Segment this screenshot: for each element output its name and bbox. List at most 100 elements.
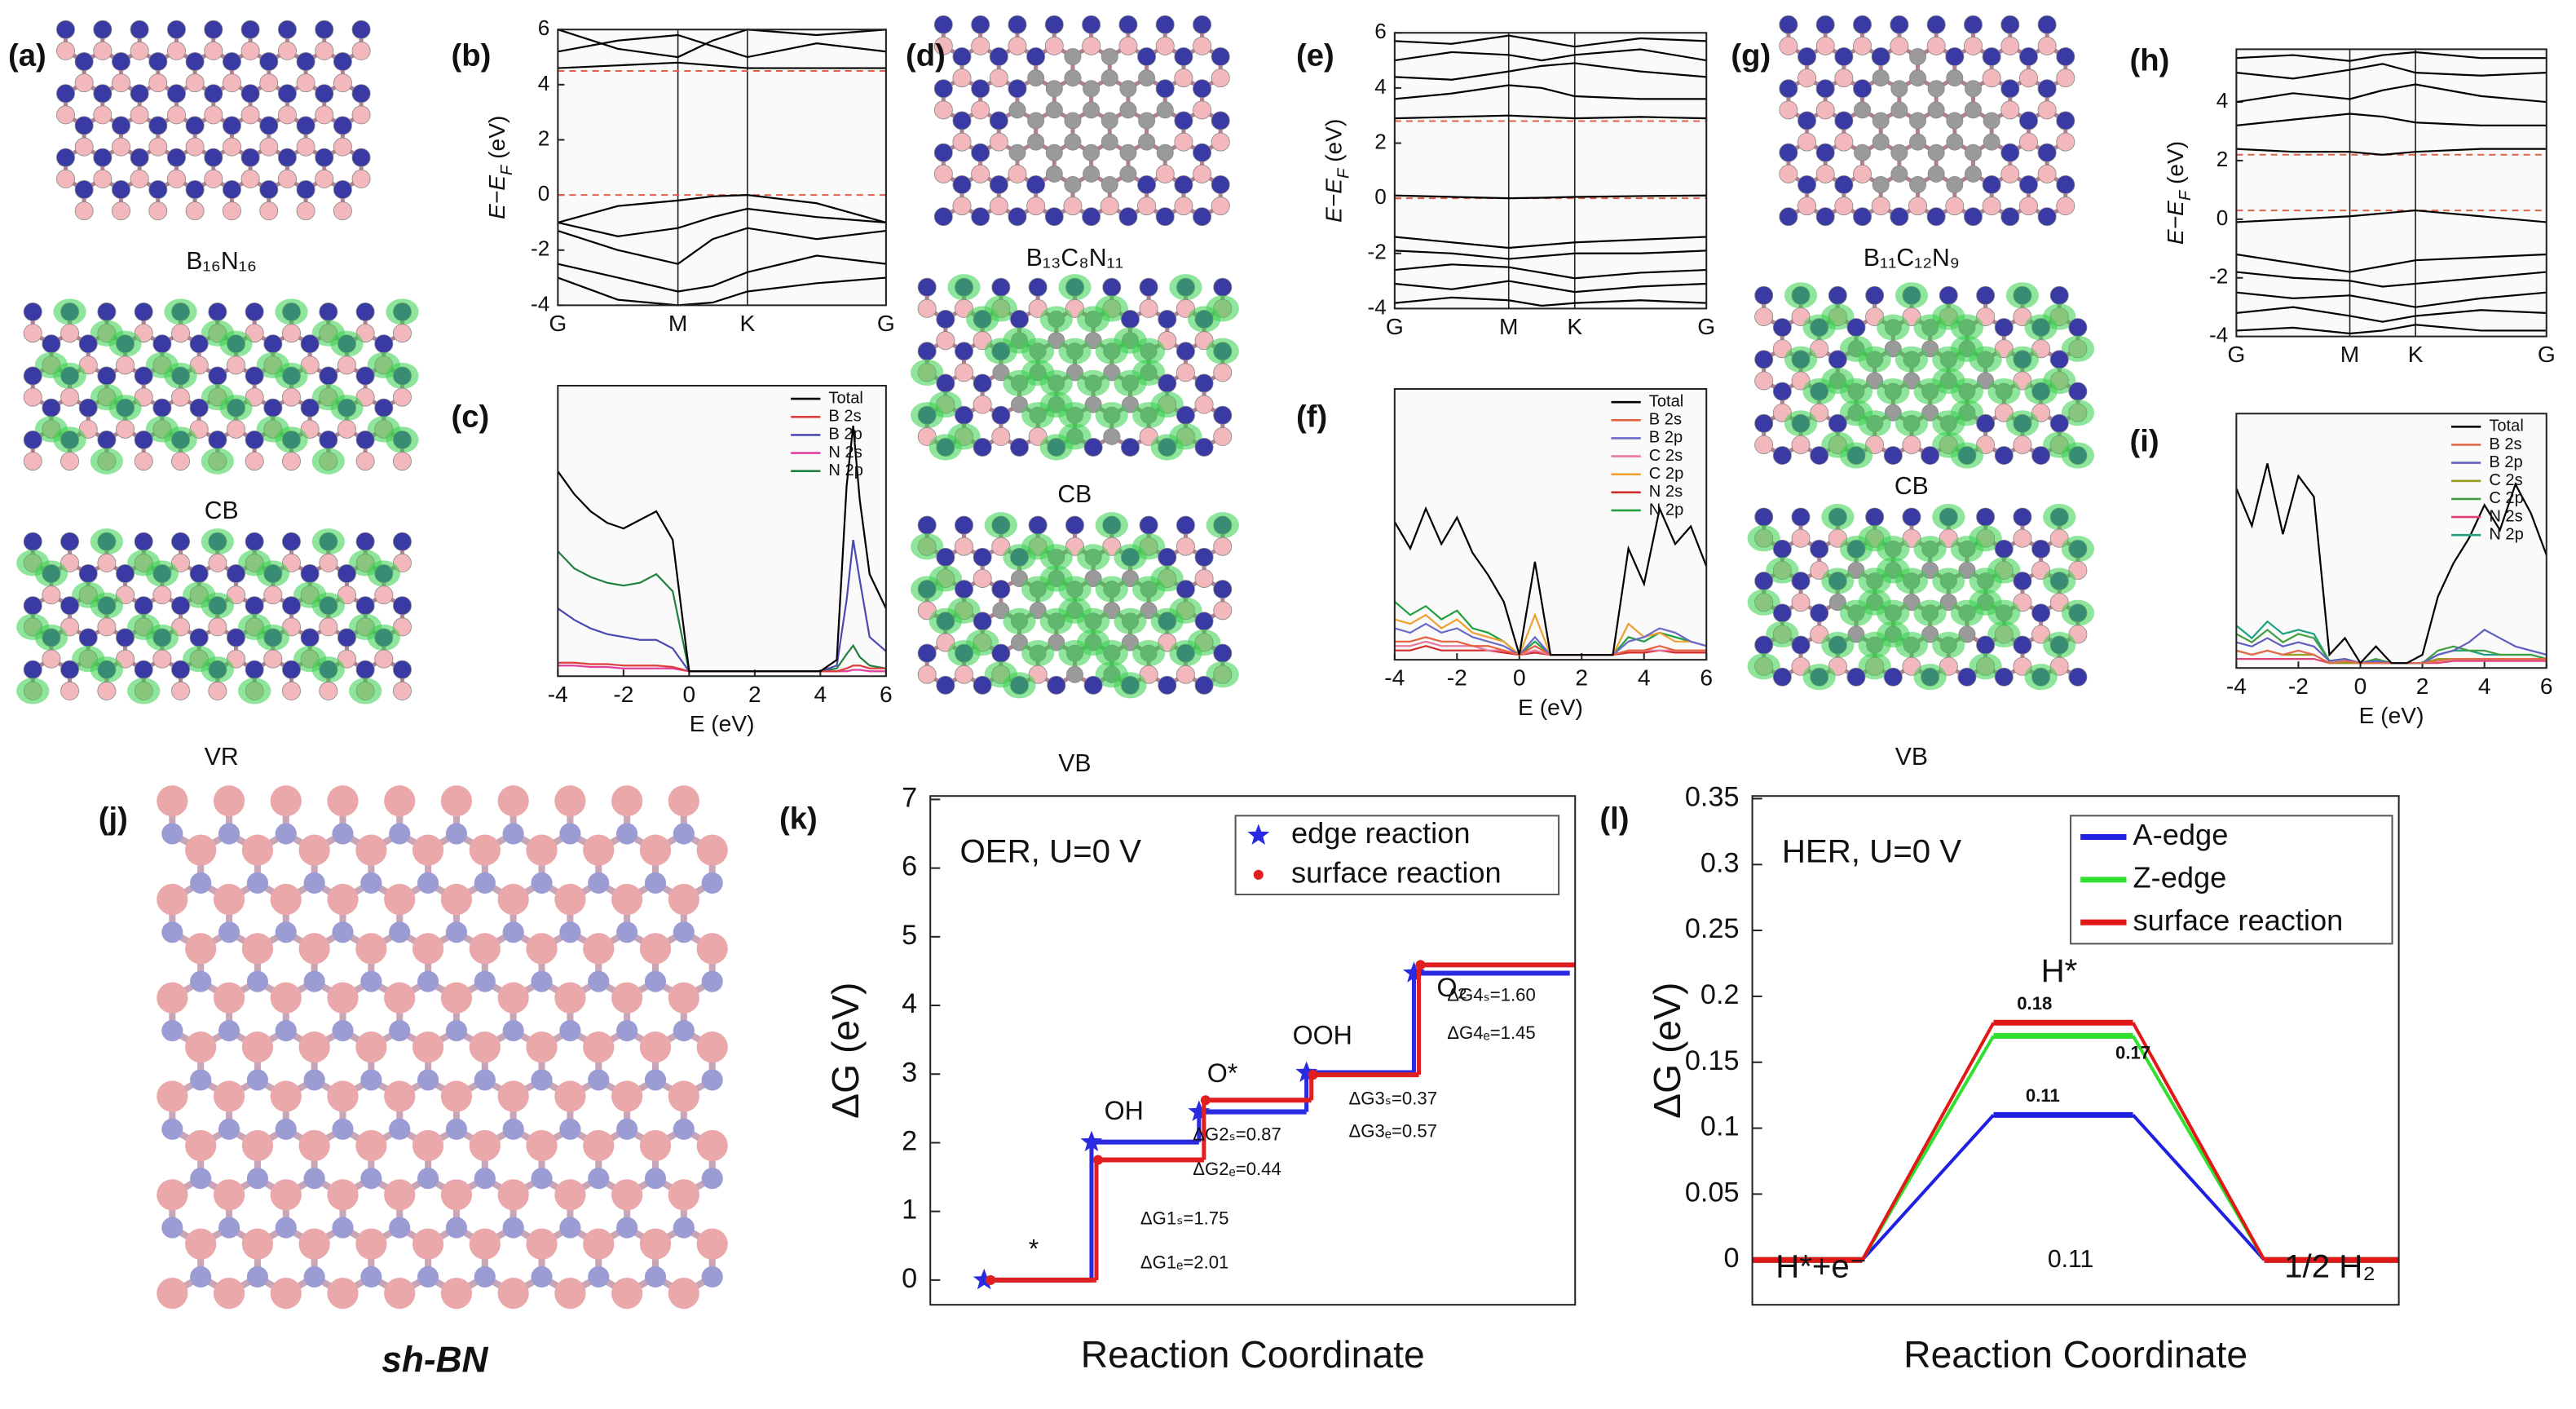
atom (1213, 277, 1233, 297)
atom (559, 1217, 581, 1239)
atom (240, 105, 260, 125)
atom (1194, 373, 1214, 393)
atom (1828, 413, 1847, 433)
isosurface (238, 678, 271, 704)
atom (1103, 427, 1121, 445)
atom (74, 201, 94, 221)
atom (1008, 36, 1027, 55)
atom (332, 1217, 354, 1239)
atom (134, 660, 153, 679)
isosurface (1039, 544, 1073, 571)
atom (1872, 69, 1890, 87)
atom (300, 564, 320, 583)
isosurface (1095, 338, 1128, 364)
atom (74, 52, 94, 71)
atom (2000, 100, 2020, 120)
atom (56, 84, 75, 104)
atom (282, 452, 301, 471)
atom (1983, 133, 2000, 151)
atom (412, 1031, 444, 1063)
atom (303, 1168, 325, 1190)
atom (554, 982, 586, 1014)
plot-frame (557, 29, 887, 307)
isosurface (1969, 653, 2002, 680)
atom (1193, 100, 1212, 120)
atom (559, 1118, 581, 1140)
y-tick-label: 0 (1374, 184, 1387, 209)
isosurface (1169, 639, 1202, 667)
isosurface (127, 678, 161, 704)
legend-label: B 2p (1649, 429, 1683, 447)
isosurface (1114, 369, 1147, 397)
atom (1121, 634, 1139, 651)
plot-area (2236, 413, 2547, 669)
atom (134, 430, 153, 449)
atom (616, 1019, 638, 1042)
isosurface (1003, 369, 1036, 397)
atom (1138, 133, 1156, 151)
atom (639, 1031, 672, 1063)
atom (42, 649, 61, 669)
atom (616, 823, 638, 845)
atom (1772, 446, 1792, 466)
atom (134, 366, 153, 386)
isosurface (1913, 664, 1947, 691)
atom (97, 366, 117, 386)
atom (1158, 547, 1177, 567)
atom (469, 1129, 501, 1162)
isosurface (1095, 402, 1128, 429)
y-axis-label: E−EF (eV) (483, 116, 516, 219)
atom (1045, 144, 1063, 161)
atom (185, 137, 205, 157)
atom (319, 366, 338, 386)
y-tick-label: -4 (2209, 323, 2228, 347)
atom (337, 628, 356, 647)
atom (171, 660, 191, 679)
legend-label: N 2s (2489, 507, 2522, 525)
x-tick-label: 2 (2416, 673, 2429, 699)
legend-label: B 2p (828, 426, 862, 444)
atom (1010, 438, 1029, 457)
isosurface (367, 624, 400, 651)
atom (78, 564, 98, 583)
x-tick-label: 0 (2354, 673, 2367, 699)
atom (1213, 405, 1233, 425)
panel-label: (c) (452, 399, 490, 434)
y-tick-label: 6 (902, 851, 917, 882)
atom (2000, 15, 2020, 34)
isosurface (108, 330, 142, 357)
isosurface (984, 511, 1017, 539)
atom (696, 834, 728, 866)
atom (1779, 79, 1798, 99)
atom (502, 921, 524, 943)
y-tick-label: 2 (538, 126, 550, 150)
atom (1174, 46, 1193, 66)
atom (222, 180, 241, 199)
atom (300, 398, 320, 417)
atom (23, 596, 42, 616)
atom (1902, 435, 1921, 454)
isosurface (2024, 378, 2058, 405)
atom (701, 872, 723, 894)
x-axis-label: Reaction Coordinate (1903, 1333, 2247, 1376)
isosurface (1131, 576, 1166, 603)
atom (240, 41, 260, 60)
atom (213, 785, 245, 817)
isosurface (53, 362, 86, 390)
band-line (2236, 209, 2547, 223)
atom (1194, 569, 1214, 588)
band-line (2236, 324, 2547, 335)
atom (1927, 80, 1945, 98)
atom (1834, 46, 1854, 66)
x-tick-label: 6 (1700, 665, 1713, 691)
isosurface (90, 592, 124, 619)
atom (1101, 47, 1118, 65)
atom (327, 982, 359, 1014)
y-tick-label: 0 (1723, 1243, 1739, 1274)
panel-label: (g) (1731, 38, 1771, 73)
isosurface (367, 560, 400, 587)
atom (1982, 197, 2001, 216)
atom (355, 660, 375, 679)
legend-label: N 2p (2489, 525, 2523, 543)
structure-caption: VB (1058, 750, 1091, 777)
